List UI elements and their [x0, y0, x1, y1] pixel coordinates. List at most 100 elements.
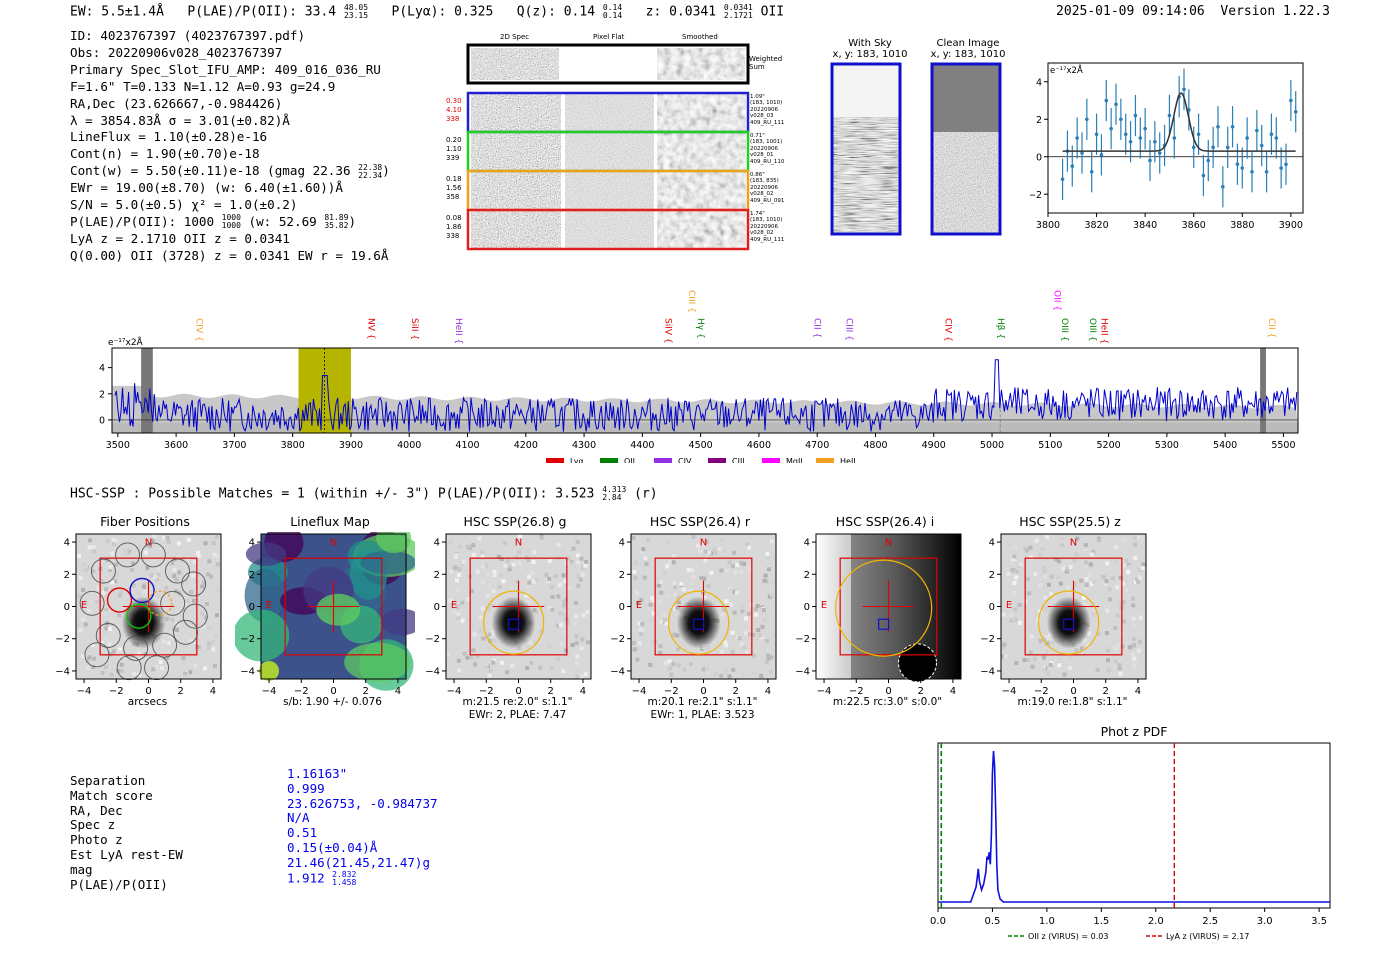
cutout-pixel — [1088, 562, 1093, 567]
legend-lya-label: LyA z (VIRUS) = 2.17 — [1166, 932, 1249, 941]
north-label: N — [1070, 537, 1077, 548]
zoom-data-point — [1080, 151, 1084, 155]
cutout-pixel — [675, 633, 680, 638]
header-timestamp: 2025-01-09 09:14:06 Version 1.22.3 — [1056, 4, 1330, 19]
weighted-sum-label: Weighted Sum — [749, 55, 783, 71]
cutout-pixel — [751, 653, 756, 658]
cutout-pixel — [665, 564, 670, 569]
match-label: Match score — [70, 787, 153, 803]
cutout-pixel — [104, 608, 109, 613]
spectrum-x-tick-label: 3500 — [106, 440, 130, 451]
cutout-pixel — [167, 640, 172, 645]
photz-frame — [937, 742, 1331, 909]
cutout-pixel — [768, 669, 773, 674]
cutout-pixel — [544, 572, 549, 577]
cutout-pixel — [671, 662, 676, 667]
zoom-data-point — [1274, 136, 1279, 140]
cutout-pixel — [1128, 564, 1133, 569]
cutout-pixel — [1084, 577, 1089, 582]
cutout-pixel — [168, 634, 173, 639]
cutout-pixel — [741, 671, 746, 676]
zoom-x-tick-label: 3860 — [1182, 220, 1206, 231]
photz-x-tick-label: 1.5 — [1093, 916, 1109, 927]
cutout-pixel — [576, 560, 581, 565]
cutout-pixel — [131, 671, 136, 676]
line-label: CIII { — [843, 318, 853, 341]
cutout-pixel — [492, 638, 497, 643]
cutout-pixel — [86, 666, 91, 671]
cutout-pixel — [162, 535, 167, 540]
cutout-pixel — [1124, 558, 1129, 563]
cutout-pixel — [1026, 657, 1031, 662]
cutout-pixel — [704, 539, 709, 544]
cutout-pixel — [1075, 536, 1080, 541]
zoom-data-point — [1119, 117, 1123, 122]
cutout-pixel — [87, 655, 92, 660]
panel-image: N E −4 −4 −2 −2 0 0 2 2 4 4 — [235, 532, 415, 697]
zoom-data-point — [1133, 113, 1138, 118]
cutout-pixel — [117, 593, 122, 598]
cutout-pixel — [210, 639, 215, 644]
legend-swatch — [708, 458, 726, 463]
cutout-pixel — [1029, 555, 1034, 560]
lineflux-blob — [344, 642, 411, 682]
cutout-pixel — [191, 583, 196, 588]
cutout-pixel — [129, 568, 134, 573]
zoom-data-point — [1148, 158, 1152, 163]
cutout-pixel — [119, 668, 124, 673]
cutout-pixel — [458, 597, 463, 602]
cutout-pixel — [548, 547, 553, 552]
panel-y-tick-label: 4 — [619, 538, 625, 549]
cutout-pixel — [672, 632, 677, 637]
north-label: N — [330, 537, 337, 548]
cutout-pixel — [559, 641, 564, 646]
cutout-pixel — [91, 642, 96, 647]
cutout-pixel — [1012, 554, 1017, 559]
cutout-pixel — [484, 662, 489, 667]
cutout-pixel — [205, 602, 210, 607]
fiber-circle — [115, 542, 141, 568]
cutout-pixel — [576, 583, 581, 588]
cutout-pixel — [1089, 581, 1094, 586]
cutout-pixel — [507, 567, 512, 572]
cutout-row-right-label: 0.86" (183, 835) 20220906 v028_02 409_RU_091 — [750, 172, 785, 204]
panel-y-tick-label: −4 — [980, 666, 995, 677]
cutout-pixel — [481, 580, 486, 585]
cutout-pixel — [108, 565, 113, 570]
cutout-pixel — [160, 666, 165, 671]
cutout-pixel — [1115, 598, 1120, 603]
zoom-data-point — [1070, 164, 1075, 168]
cutout-pixel — [154, 665, 159, 670]
cutout-pixel — [1011, 557, 1016, 562]
lineflux-corner — [259, 660, 280, 681]
cutout-pixel — [1084, 583, 1089, 588]
cutout-pixel — [490, 633, 495, 638]
cutout-pixel — [1025, 577, 1030, 582]
cutout-pixel — [104, 664, 109, 669]
legend-oii-label: OII z (VIRUS) = 0.03 — [1028, 932, 1108, 941]
cutout-pixel — [539, 629, 544, 634]
cutout-pixel — [719, 568, 724, 573]
panel-x-tick-label: 2 — [1103, 686, 1109, 697]
cutout-pixel — [564, 648, 569, 653]
zoom-data-point — [1196, 132, 1201, 137]
cutout-pixel — [155, 567, 160, 572]
cutout-pixel — [1005, 541, 1010, 546]
cutout-pixel — [714, 652, 719, 657]
cutout-pixel — [517, 560, 522, 565]
cutout-pixel — [155, 577, 160, 582]
cutout-pixel — [478, 615, 483, 620]
cutout-pixel — [585, 640, 590, 645]
panel-x-tick-label: −2 — [849, 686, 864, 697]
cutout-pixel — [1131, 616, 1136, 621]
cutout-pixel — [1140, 536, 1145, 541]
cutout-pixel — [682, 667, 687, 672]
panel-y-tick-label: 0 — [249, 602, 255, 613]
cutout-pixel — [575, 553, 580, 558]
cutout-pixel — [574, 641, 579, 646]
cutout-row-left-label: 0.20 1.10 339 — [446, 136, 462, 162]
cutout-pixel — [723, 668, 728, 673]
zoom-data-point — [1216, 124, 1220, 129]
cutout-pixel — [1090, 641, 1095, 646]
cutout-pixel-flat — [565, 211, 654, 248]
